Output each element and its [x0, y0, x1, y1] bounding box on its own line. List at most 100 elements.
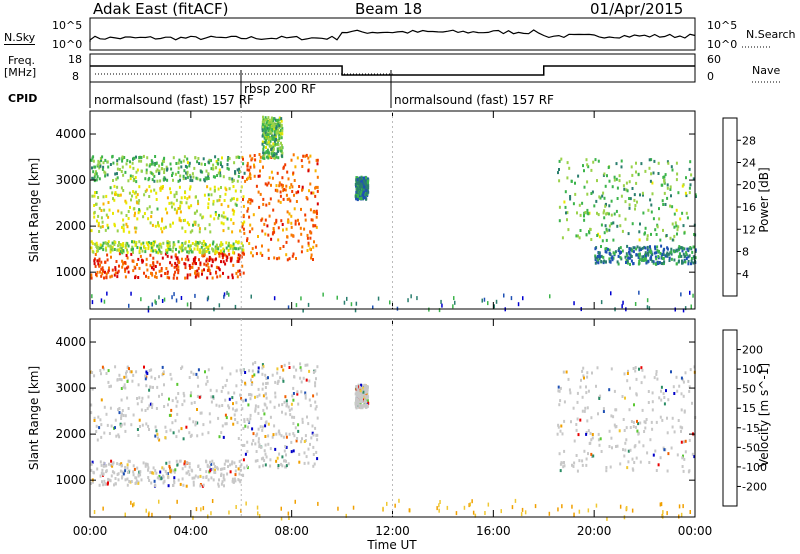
- scatter-cell: [688, 438, 691, 442]
- scatter-cell: [283, 363, 286, 367]
- scatter-cell: [196, 421, 199, 425]
- scatter-cell: [166, 275, 169, 279]
- scatter-cell: [130, 423, 133, 427]
- scatter-cell: [118, 241, 120, 244]
- scatter-cell: [602, 261, 605, 265]
- scatter-cell: [271, 232, 274, 236]
- scatter-cell: [192, 223, 194, 227]
- scatter-cell: [246, 177, 248, 181]
- scatter-cell: [156, 168, 159, 172]
- scatter-cell: [675, 178, 678, 182]
- scatter-cell: [600, 450, 603, 453]
- scatter-cell: [136, 397, 138, 400]
- scatter-cell: [184, 276, 187, 280]
- scatter-cell: [683, 258, 686, 262]
- scatter-cell: [290, 402, 293, 406]
- scatter-cell: [197, 465, 200, 468]
- near-range-cell: [223, 294, 225, 299]
- scatter-cell: [629, 197, 632, 201]
- scatter-cell: [628, 408, 631, 412]
- scatter-cell: [97, 163, 100, 167]
- scatter-cell: [165, 165, 168, 169]
- scatter-cell: [124, 246, 127, 250]
- scatter-cell: [608, 388, 611, 392]
- scatter-cell: [264, 386, 267, 389]
- scatter-cell: [236, 275, 239, 279]
- scatter-cell: [605, 469, 608, 473]
- scatter-cell: [668, 256, 671, 260]
- scatter-cell: [651, 391, 654, 395]
- scatter-cell: [212, 478, 215, 482]
- scatter-cell: [91, 460, 94, 464]
- scatter-cell: [243, 418, 246, 422]
- scatter-cell: [179, 210, 182, 214]
- scatter-cell: [207, 177, 210, 180]
- scatter-cell: [673, 258, 676, 262]
- scatter-cell: [208, 197, 210, 201]
- scatter-cell: [217, 158, 220, 162]
- scatter-cell: [219, 274, 222, 278]
- scatter-cell: [605, 466, 608, 469]
- scatter-cell: [129, 160, 131, 164]
- scatter-cell: [204, 370, 206, 374]
- scatter-cell: [682, 440, 685, 444]
- scatter-cell: [681, 249, 684, 253]
- near-range-cell: [408, 508, 411, 513]
- scatter-cell: [649, 179, 652, 183]
- scatter-cell: [136, 246, 139, 249]
- scatter-cell: [257, 411, 260, 415]
- scatter-cell: [263, 129, 266, 133]
- scatter-cell: [159, 179, 162, 183]
- scatter-cell: [224, 262, 227, 266]
- scatter-cell: [208, 465, 211, 469]
- scatter-cell: [179, 219, 182, 223]
- scatter-cell: [625, 438, 628, 442]
- scatter-cell: [275, 155, 278, 159]
- scatter-cell: [126, 225, 129, 229]
- scatter-cell: [632, 246, 635, 250]
- scatter-cell: [104, 270, 106, 274]
- scatter-cell: [659, 251, 662, 255]
- scatter-cell: [145, 241, 148, 245]
- scatter-cell: [257, 427, 260, 431]
- scatter-cell: [216, 199, 219, 203]
- scatter-cell: [223, 484, 225, 488]
- scatter-cell: [656, 245, 659, 249]
- scatter-cell: [90, 468, 93, 472]
- scatter-cell: [684, 371, 687, 375]
- scatter-cell: [660, 244, 663, 248]
- scatter-cell: [278, 181, 281, 185]
- scatter-cell: [283, 188, 286, 191]
- scatter-cell: [283, 400, 286, 404]
- scatter-cell: [173, 273, 176, 277]
- near-range-cell: [646, 305, 649, 310]
- scatter-cell: [226, 158, 229, 162]
- scatter-cell: [98, 426, 101, 430]
- scatter-cell: [175, 267, 178, 271]
- scatter-cell: [596, 234, 599, 237]
- scatter-cell: [105, 276, 108, 279]
- near-range-cell: [453, 296, 455, 301]
- scatter-cell: [93, 259, 96, 263]
- near-range-cell: [124, 512, 126, 517]
- scatter-cell: [193, 211, 196, 215]
- scatter-cell: [670, 250, 673, 254]
- scatter-cell: [281, 377, 284, 381]
- scatter-cell: [597, 213, 600, 217]
- scatter-cell: [95, 430, 98, 433]
- scatter-cell: [122, 242, 125, 245]
- scatter-cell: [134, 243, 137, 247]
- scatter-cell: [669, 204, 672, 208]
- scatter-cell: [100, 471, 103, 475]
- scatter-cell: [236, 168, 239, 172]
- scatter-cell: [604, 247, 607, 251]
- scatter-cell: [275, 125, 278, 129]
- scatter-cell: [227, 226, 230, 230]
- scatter-cell: [102, 165, 105, 169]
- scatter-cell: [177, 240, 180, 244]
- scatter-cell: [685, 176, 687, 180]
- scatter-cell: [160, 274, 163, 278]
- scatter-cell: [151, 223, 154, 227]
- scatter-cell: [579, 418, 582, 422]
